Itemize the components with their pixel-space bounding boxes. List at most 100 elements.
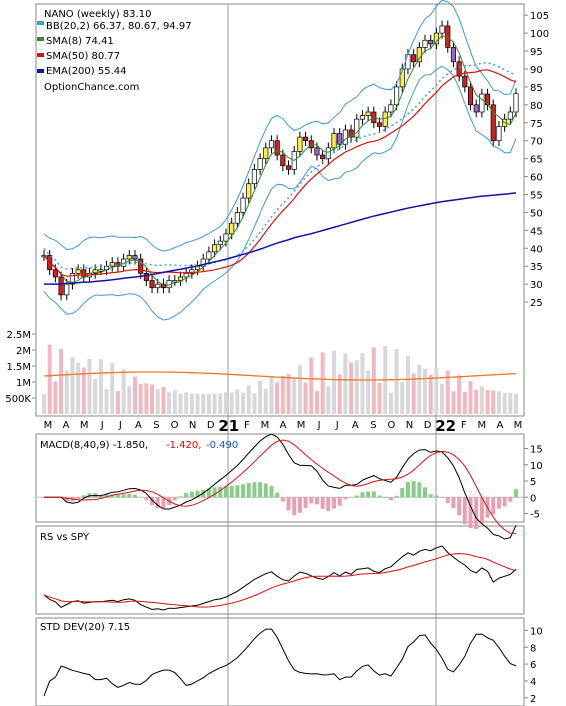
- price-tick-label: 95: [530, 47, 543, 58]
- macd-histogram-bar: [417, 482, 422, 498]
- macd-histogram-bar: [292, 497, 297, 516]
- volume-bar: [189, 393, 194, 414]
- rs-average-line: [43, 553, 517, 608]
- macd-histogram-bar: [223, 486, 228, 498]
- volume-bar: [121, 369, 126, 414]
- volume-bar: [172, 389, 177, 414]
- candle-body: [183, 273, 189, 278]
- macd-histogram-bar: [161, 497, 166, 509]
- x-label: S: [370, 420, 376, 431]
- volume-bar: [263, 388, 268, 414]
- candle-body: [200, 258, 206, 267]
- std-chart: 10 8 6 4 2: [43, 626, 543, 705]
- candle-body: [462, 75, 468, 88]
- volume-bars: 2.5M 2M 1.5M 1M 500K: [5, 330, 518, 414]
- candle-body: [240, 197, 246, 213]
- bb-mid-line: [43, 61, 517, 270]
- std-tick-label: 4: [530, 677, 536, 688]
- price-tick-label: 85: [530, 83, 543, 94]
- sma50-line: [43, 69, 517, 277]
- volume-bar: [104, 389, 109, 414]
- price-tick-label: 35: [530, 262, 543, 273]
- candle-body: [274, 140, 280, 156]
- price-tick-label: 80: [530, 101, 543, 112]
- macd-histogram-bar: [371, 491, 376, 498]
- macd-histogram-bar: [388, 497, 393, 501]
- candle-body: [217, 240, 223, 246]
- volume-bar: [451, 391, 456, 414]
- macd-histogram-bar: [64, 497, 69, 502]
- std-label: STD DEV(20) 7.15: [40, 622, 130, 633]
- macd-frame: [35, 433, 525, 523]
- macd-histogram-bar: [212, 487, 217, 498]
- legend-swatch-bb: [37, 21, 44, 25]
- candle-body: [337, 133, 343, 145]
- candle-body: [342, 129, 348, 145]
- candle-body: [212, 244, 218, 253]
- macd-value-1: -1.420,: [166, 440, 201, 451]
- volume-bar: [286, 374, 291, 414]
- volume-bar: [235, 389, 240, 414]
- candle-body: [382, 111, 388, 127]
- chart-title: NANO (weekly) 83.10: [44, 9, 151, 20]
- macd-histogram-bar: [337, 497, 342, 506]
- volume-bar: [445, 370, 450, 414]
- x-label: N: [189, 420, 196, 431]
- macd-histogram-bar: [491, 497, 496, 515]
- candle-body: [92, 269, 98, 274]
- volume-bar: [479, 386, 484, 414]
- source-label: OptionChance.com: [44, 82, 139, 93]
- candle-body: [149, 280, 155, 289]
- macd-histogram-bar: [104, 494, 109, 498]
- volume-bar: [343, 353, 348, 414]
- macd-histogram-bar: [235, 485, 240, 498]
- price-tick-label: 45: [530, 226, 543, 237]
- x-label: O: [171, 420, 179, 431]
- candle-body: [143, 273, 149, 281]
- volume-bar: [155, 388, 160, 414]
- volume-bar: [229, 392, 234, 414]
- volume-bar: [87, 358, 92, 414]
- price-tick-label: 40: [530, 244, 543, 255]
- candle-body: [64, 283, 70, 296]
- candle-body: [75, 269, 81, 274]
- macd-histogram-bar: [405, 482, 410, 498]
- volume-bar: [337, 374, 342, 414]
- x-label: A: [135, 420, 142, 431]
- candle-body: [450, 47, 456, 63]
- candle-body: [81, 269, 87, 278]
- candle-body: [234, 212, 240, 224]
- volume-bar: [252, 393, 257, 414]
- x-label: J: [317, 420, 321, 431]
- std-tick-label: 8: [530, 643, 536, 654]
- volume-bar: [115, 390, 120, 414]
- macd-histogram-bar: [178, 496, 183, 498]
- price-tick-label: 75: [530, 119, 543, 130]
- macd-histogram-bar: [411, 480, 416, 498]
- candle-body: [280, 154, 286, 167]
- volume-tick-label: 500K: [5, 394, 31, 405]
- candle-body: [206, 251, 212, 260]
- volume-bar: [93, 378, 98, 414]
- candle-body: [490, 104, 496, 142]
- x-label: A: [352, 420, 359, 431]
- grid-lines: [227, 4, 437, 706]
- macd-histogram-bar: [468, 497, 473, 529]
- volume-bar: [178, 393, 183, 414]
- volume-bar: [491, 390, 496, 414]
- macd-chart: 15 10 5 0 -5: [36, 433, 543, 540]
- macd-histogram-bar: [172, 497, 177, 501]
- candle-body: [411, 54, 417, 63]
- volume-bar: [320, 352, 325, 414]
- volume-tick-label: 2.5M: [6, 330, 31, 341]
- volume-bar: [349, 362, 354, 414]
- candle-body: [263, 147, 269, 159]
- macd-histogram-bar: [87, 493, 92, 498]
- volume-bar: [462, 391, 467, 414]
- macd-histogram-bar: [400, 487, 405, 498]
- macd-histogram-bar: [286, 497, 291, 511]
- macd-histogram-bar: [280, 497, 285, 502]
- std-line: [43, 628, 517, 697]
